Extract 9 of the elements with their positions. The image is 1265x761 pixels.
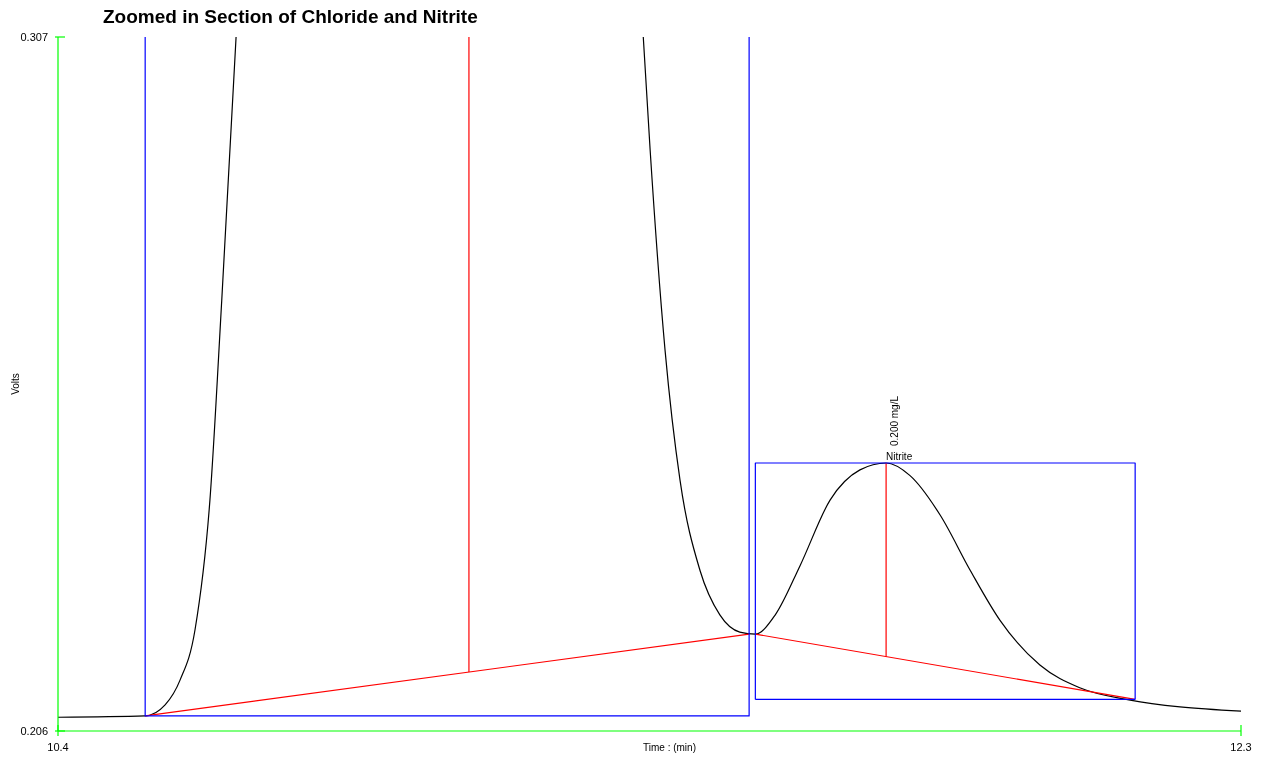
y-axis-title: Volts xyxy=(10,373,21,395)
x-axis-title: Time : (min) xyxy=(643,742,696,753)
chart-title: Zoomed in Section of Chloride and Nitrite xyxy=(103,6,478,27)
y-tick-label: 0.206 xyxy=(20,724,48,737)
annotation: 0.200 mg/L xyxy=(889,395,901,447)
y-tick-label: 0.307 xyxy=(20,30,48,43)
x-tick-label: 10.4 xyxy=(47,741,69,753)
annotation: Nitrite xyxy=(886,451,913,463)
x-tick-label: 12.3 xyxy=(1230,741,1252,753)
